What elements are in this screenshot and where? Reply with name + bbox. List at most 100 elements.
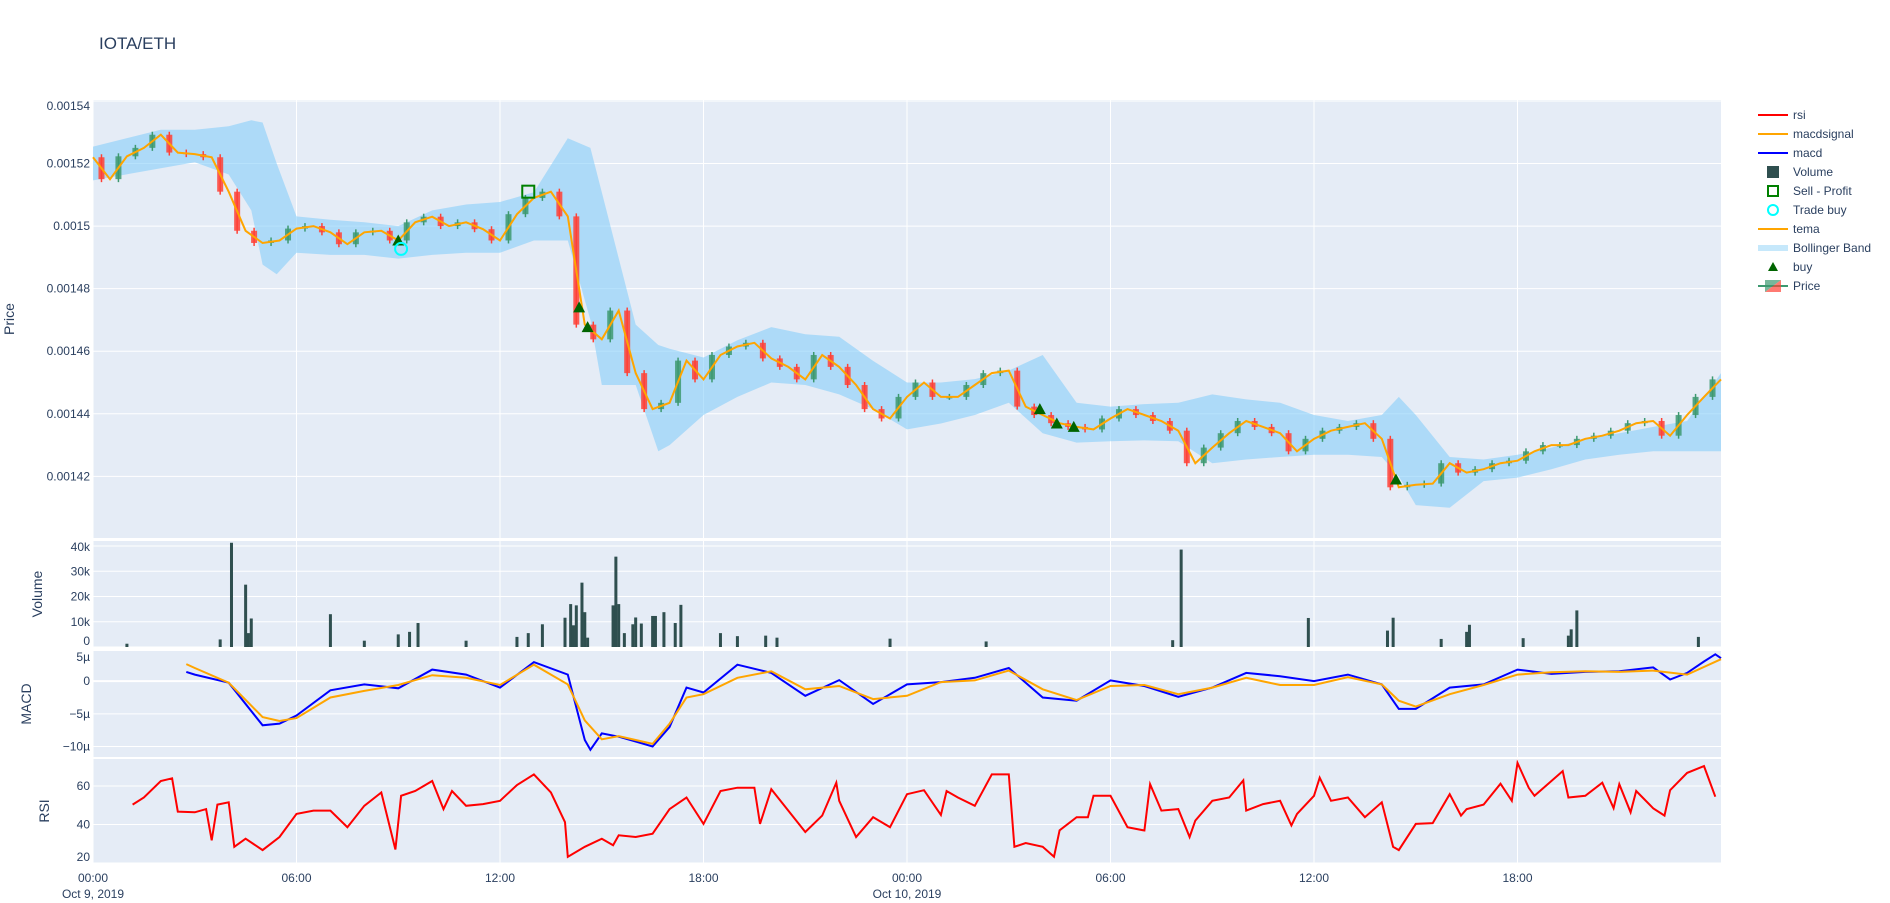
volume-bar [1171,640,1175,647]
volume-bar [1439,638,1443,647]
volume-bar [651,615,655,647]
legend-label: Trade buy [1793,203,1847,217]
legend-item-tema[interactable]: tema [1758,222,1820,236]
macd-axis-title: MACD [18,683,34,724]
legend-label: rsi [1793,108,1806,122]
buy-marker [1389,473,1402,485]
volume-bar [571,625,575,647]
legend-label: Price [1793,279,1821,293]
volume-bar [653,615,657,647]
legend-item-macdsignal[interactable]: macdsignal [1758,127,1854,141]
volume-axis-title: Volume [29,570,45,617]
legend-item-macd[interactable]: macd [1758,146,1822,160]
bollinger-band [93,120,1721,508]
legend-label: buy [1793,260,1812,274]
volume-bar [617,604,621,647]
price-panel: 0.00142 0.00144 0.00146 0.00148 0.0015 0.0015… [1,99,1722,538]
legend-label: macd [1793,146,1822,160]
x-tick-date: Oct 9, 2019 [62,887,124,901]
rsi-y-tick-label: 60 [77,779,91,793]
volume-bar [1575,610,1579,647]
volume-bar [764,635,768,647]
macd-y-tick-label: 5µ [76,650,90,664]
x-tick-label: 06:00 [1095,871,1125,885]
chart-title: IOTA/ETH [99,34,176,53]
x-tick-label: 00:00 [892,871,922,885]
sell-profit-marker [521,184,536,199]
volume-bar [464,640,468,647]
volume-y-tick-label: 20k [71,590,91,604]
legend-label: tema [1793,222,1820,236]
macd-marks [185,653,1722,752]
macdsignal-line [185,658,1722,746]
volume-bar [526,633,530,647]
volume-bar [1521,638,1525,647]
legend-item-bollinger-band[interactable]: Bollinger Band [1758,241,1871,255]
volume-bar [515,636,519,647]
volume-y-tick-label: 40k [71,540,91,554]
price-y-tick-label: 0.00142 [47,469,91,483]
volume-y-tick-label: 0 [83,634,90,648]
legend-triangle-icon [1768,262,1778,271]
volume-bar [396,634,400,647]
price-y-tick-label: 0.0015 [53,219,90,233]
legend-item-trade-buy[interactable]: Trade buy [1767,203,1847,217]
legend-label: Bollinger Band [1793,241,1871,255]
volume-bar [679,604,683,647]
legend-item-price[interactable]: Price [1758,279,1821,293]
x-tick-label: 18:00 [1502,871,1532,885]
rsi-axis-title: RSI [36,799,52,822]
macd-panel: −10µ −5µ 0 5µ MACD [18,650,1722,757]
volume-bar [673,623,677,647]
volume-bar [125,643,129,647]
legend[interactable]: rsi macdsignal macd Volume Sell - Profit Trad… [1758,108,1871,293]
x-tick-label: 12:00 [1299,871,1329,885]
legend-candle-down-icon [1765,280,1781,292]
legend-label: macdsignal [1793,127,1854,141]
volume-bar [1566,635,1570,647]
volume-bar [1569,629,1573,647]
volume-bar [583,612,587,647]
volume-bar [1179,549,1183,647]
macd-y-tick-label: −10µ [63,740,90,754]
volume-bar [631,624,635,647]
volume-bar [1385,630,1389,647]
volume-bar [639,623,643,647]
volume-bar [416,623,420,647]
volume-bar [662,612,666,647]
buy-marker [1050,417,1063,429]
volume-bar [1696,636,1700,647]
volume-bar [218,639,222,647]
price-y-tick-label: 0.00154 [47,99,91,113]
volume-panel: 0 10k 20k 30k 40k Volume [29,540,1721,648]
volume-y-tick-label: 10k [71,615,91,629]
legend-label: Sell - Profit [1793,184,1852,198]
legend-item-buy[interactable]: buy [1768,260,1812,274]
volume-bar [328,614,332,647]
volume-bar [563,617,567,647]
volume-bar [775,637,779,647]
legend-item-volume[interactable]: Volume [1767,165,1833,179]
volume-y-tick-label: 30k [71,564,91,578]
volume-bar [244,584,248,647]
x-tick-label: 06:00 [281,871,311,885]
x-tick-label: 00:00 [78,871,108,885]
price-marks [92,120,1722,508]
volume-bar [611,605,615,647]
legend-label: Volume [1793,165,1833,179]
macd-line [185,653,1722,752]
price-y-tick-label: 0.00152 [47,157,91,171]
volume-bar [735,636,739,647]
volume-bar [1467,624,1471,647]
x-axis-ticks: 00:00 Oct 9, 2019 06:00 12:00 18:00 00:00 Oct … [62,871,1533,901]
legend-item-sell-profit[interactable]: Sell - Profit [1767,184,1852,198]
volume-bar [1465,631,1469,647]
legend-item-rsi[interactable]: rsi [1758,108,1806,122]
rsi-line [132,759,1717,859]
rsi-y-tick-label: 40 [77,817,91,831]
rsi-panel: 20 40 60 RSI [36,759,1721,864]
x-tick-label: 12:00 [485,871,515,885]
x-tick-label: 18:00 [688,871,718,885]
volume-bar [614,556,618,647]
